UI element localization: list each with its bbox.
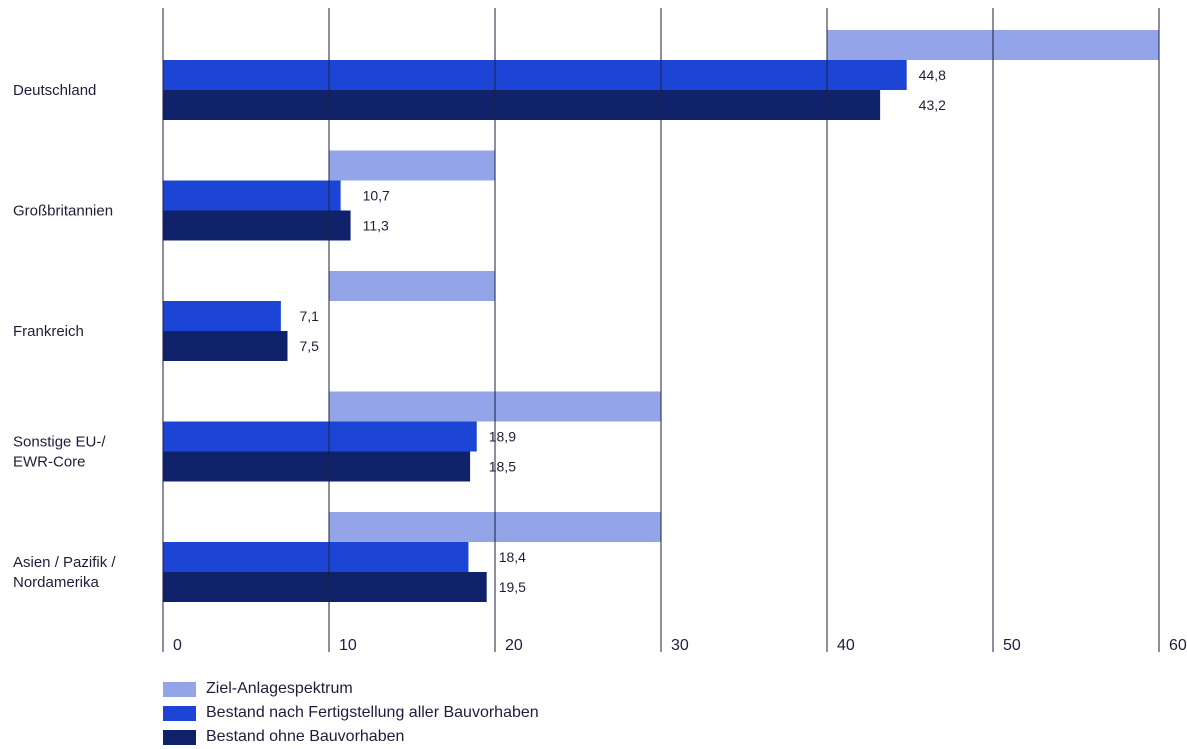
value-label-ohne-bauvorhaben-3: 18,5 xyxy=(489,459,516,475)
category-label-1-line-0: Großbritannien xyxy=(13,203,113,220)
legend-item-bestand-ohne-bauvorhaben: Bestand ohne Bauvorhaben xyxy=(163,725,539,749)
bar-ohne-bauvorhaben-3 xyxy=(163,451,471,482)
legend-item-ziel-anlagespektrum: Ziel-Anlagespektrum xyxy=(163,677,539,701)
range-bar-2 xyxy=(329,271,495,301)
legend-swatch-ziel xyxy=(163,681,196,697)
legend-swatch-ohne-bauvorhaben xyxy=(163,729,196,745)
value-label-nach-fertigstellung-3: 18,9 xyxy=(489,429,516,445)
legend: Ziel-Anlagespektrum Bestand nach Fertigs… xyxy=(163,677,539,749)
legend-label-nach-fertigstellung: Bestand nach Fertigstellung aller Bauvor… xyxy=(206,704,539,721)
tick-label-60: 60 xyxy=(1169,637,1187,654)
category-label-2-line-0: Frankreich xyxy=(13,323,84,340)
tick-label-0: 0 xyxy=(173,637,182,654)
bar-nach-fertigstellung-2 xyxy=(163,301,281,331)
legend-swatch-nach-fertigstellung xyxy=(163,705,196,721)
category-label-4-line-0: Asien / Pazifik / xyxy=(13,554,116,571)
tick-label-10: 10 xyxy=(339,637,357,654)
bar-nach-fertigstellung-0 xyxy=(163,60,907,90)
legend-label-ziel: Ziel-Anlagespektrum xyxy=(206,680,353,697)
value-label-nach-fertigstellung-1: 10,7 xyxy=(363,188,390,204)
legend-label-ohne-bauvorhaben: Bestand ohne Bauvorhaben xyxy=(206,728,405,745)
bar-ohne-bauvorhaben-1 xyxy=(163,210,351,241)
tick-label-20: 20 xyxy=(505,637,523,654)
category-label-4-line-1: Nordamerika xyxy=(13,574,100,591)
bar-ohne-bauvorhaben-0 xyxy=(163,90,881,120)
value-label-ohne-bauvorhaben-4: 19,5 xyxy=(499,579,526,595)
bar-nach-fertigstellung-1 xyxy=(163,180,341,211)
legend-item-bestand-nach-fertigstellung: Bestand nach Fertigstellung aller Bauvor… xyxy=(163,701,539,725)
category-label-0-line-0: Deutschland xyxy=(13,82,96,99)
bar-nach-fertigstellung-3 xyxy=(163,421,477,452)
range-bar-1 xyxy=(329,150,495,181)
value-label-ohne-bauvorhaben-0: 43,2 xyxy=(919,97,946,113)
value-label-ohne-bauvorhaben-1: 11,3 xyxy=(363,218,389,234)
bar-nach-fertigstellung-4 xyxy=(163,542,469,572)
tick-label-40: 40 xyxy=(837,637,855,654)
value-label-ohne-bauvorhaben-2: 7,5 xyxy=(300,338,320,354)
bar-ohne-bauvorhaben-2 xyxy=(163,331,288,361)
value-label-nach-fertigstellung-4: 18,4 xyxy=(499,549,526,565)
bar-chart: 0 10 20 30 40 50 60 44,8 43,2 10,7 11,3 7,1 7,5 18,9 1… xyxy=(13,8,1187,654)
value-label-nach-fertigstellung-2: 7,1 xyxy=(300,308,320,324)
category-label-3-line-1: EWR-Core xyxy=(13,454,86,471)
tick-label-30: 30 xyxy=(671,637,689,654)
tick-label-50: 50 xyxy=(1003,637,1021,654)
category-label-3-line-0: Sonstige EU-/ xyxy=(13,434,106,451)
value-label-nach-fertigstellung-0: 44,8 xyxy=(919,67,946,83)
bar-ohne-bauvorhaben-4 xyxy=(163,572,487,602)
